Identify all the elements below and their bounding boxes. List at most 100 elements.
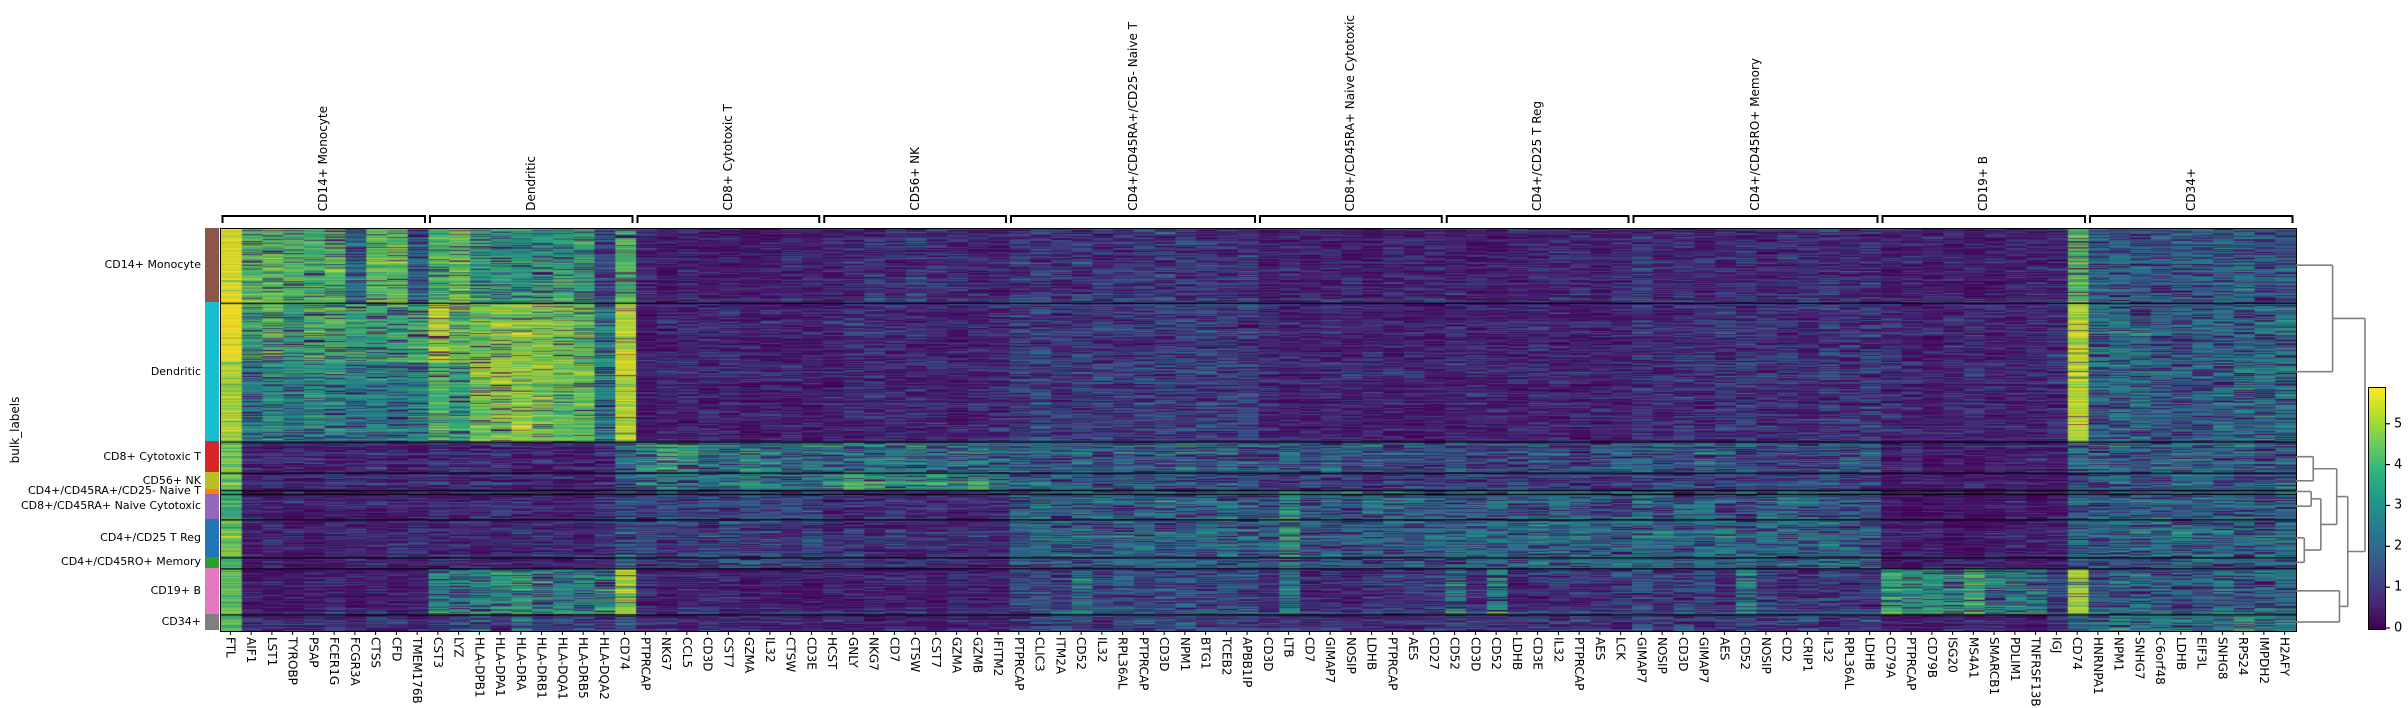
gene-label: TYROBP [285, 637, 300, 685]
gene-label: LDHB [1509, 637, 1524, 671]
gene-group-label-text: CD14+ Monocyte [316, 105, 331, 211]
row-color-7 [205, 556, 219, 568]
gene-group-bracket [823, 215, 1007, 223]
gene-group-label: Dendritic [523, 0, 539, 211]
gene-label: CTSW [783, 637, 798, 673]
gene-group-bracket [1010, 215, 1256, 223]
gene-label: CFD [389, 637, 404, 662]
gene-label: CD52 [1447, 637, 1462, 670]
gene-label: IL32 [762, 637, 777, 663]
gene-label: IL32 [1551, 637, 1566, 663]
gene-label: HLA-DQA1 [555, 637, 570, 700]
gene-group-label: CD56+ NK [907, 0, 923, 211]
row-dendrogram [2296, 264, 2366, 623]
gene-label: HLA-DRB5 [576, 637, 591, 699]
gene-label: AES [1406, 637, 1421, 661]
gene-label: IL32 [1094, 637, 1109, 663]
colorbar-tick-label: 1 [2394, 579, 2403, 595]
gene-label: IGJ [2049, 637, 2064, 654]
gene-label: GZMA [742, 637, 757, 674]
gene-label: EIF3L [2194, 637, 2209, 670]
row-color-4 [205, 489, 219, 494]
colorbar-tick-label: 5 [2394, 416, 2403, 432]
row-label: Dendritic [150, 364, 201, 378]
row-color-3 [205, 472, 219, 490]
gene-label: NOSIP [1343, 637, 1358, 674]
row-label: CD4+/CD25 T Reg [100, 530, 201, 544]
colorbar-tick-label: 2 [2394, 538, 2403, 554]
gene-label: GIMAP7 [1634, 637, 1649, 684]
gene-label: CD74 [2070, 637, 2085, 670]
gene-label: LTB [1281, 637, 1296, 658]
gene-group-bracket [636, 215, 821, 223]
gene-label: GNLY [845, 637, 860, 668]
gene-label: CD3D [700, 637, 715, 672]
colorbar-gradient [2368, 387, 2386, 630]
gene-label: HLA-DPB1 [472, 637, 487, 698]
gene-label: RPL36AL [1115, 637, 1130, 690]
gene-label: MS4A1 [1966, 637, 1981, 679]
row-label: CD56+ NK [142, 473, 201, 487]
gene-label: CD7 [887, 637, 902, 663]
gene-label: PTPRCAP [638, 637, 653, 691]
gene-group-brackets [221, 215, 2294, 223]
gene-group-label-text: CD4+/CD25 T Reg [1530, 101, 1545, 211]
heatmap-canvas [220, 228, 2297, 632]
gene-label: RPS24 [2236, 637, 2251, 676]
gene-label: PTPRCAP [1136, 637, 1151, 691]
gene-label: NOSIP [1758, 637, 1773, 674]
gene-label: CTSW [908, 637, 923, 673]
gene-group-bracket [221, 215, 426, 223]
row-color-2 [205, 441, 219, 473]
gene-label: AES [1592, 637, 1607, 661]
gene-label: HNRNPA1 [2090, 637, 2105, 695]
gene-label: APBB1IP [1240, 637, 1255, 688]
row-label: CD4+/CD45RO+ Memory [61, 555, 201, 569]
gene-label: IL32 [1821, 637, 1836, 663]
row-color-6 [205, 518, 219, 557]
gene-group-label: CD8+/CD45RA+ Naive Cytotoxic [1343, 0, 1359, 211]
gene-label: CST3 [430, 637, 445, 668]
gene-group-bracket [1881, 215, 2086, 223]
gene-label: PDLIM1 [2007, 637, 2022, 682]
gene-label: CTSS [368, 637, 383, 668]
gene-group-label-text: CD19+ B [1976, 156, 1991, 211]
gene-label: LST1 [264, 637, 279, 667]
gene-label: GIMAP7 [1323, 637, 1338, 684]
gene-group-label: CD14+ Monocyte [316, 0, 332, 211]
gene-label: CD7 [1302, 637, 1317, 663]
gene-group-label-text: CD34+ [2183, 168, 2198, 211]
gene-group-label: CD4+/CD45RA+/CD25- Naive T [1125, 0, 1141, 211]
row-color-0 [205, 228, 219, 303]
gene-label: PTPRCAP [1385, 637, 1400, 691]
gene-group-bracket [2089, 215, 2294, 223]
gene-group-label: CD8+ Cytotoxic T [720, 0, 736, 211]
gene-label: FCER1G [327, 637, 342, 686]
gene-label: CD3D [1260, 637, 1275, 672]
gene-label: PTPRCAP [1904, 637, 1919, 691]
gene-label: GZMB [970, 637, 985, 674]
gene-label: CST7 [928, 637, 943, 668]
gene-group-bracket [1445, 215, 1630, 223]
gene-label: GZMA [949, 637, 964, 674]
gene-group-label-text: CD4+/CD45RA+/CD25- Naive T [1125, 22, 1140, 211]
gene-group-bracket [1259, 215, 1443, 223]
gene-group-label: CD19+ B [1976, 0, 1992, 211]
gene-label: HCST [825, 637, 840, 670]
gene-group-label: CD4+/CD45RO+ Memory [1748, 0, 1764, 211]
gene-label: CD27 [1426, 637, 1441, 670]
gene-label: PTPRCAP [1011, 637, 1026, 691]
gene-label: CD3E [1530, 637, 1545, 670]
gene-label: CLIC3 [1032, 637, 1047, 672]
gene-label: LDHB [1364, 637, 1379, 671]
gene-label: HLA-DPA1 [493, 637, 508, 697]
gene-label: NOSIP [1655, 637, 1670, 674]
gene-label: SNHG7 [2132, 637, 2147, 680]
gene-label: CD2 [1779, 637, 1794, 663]
row-label: CD19+ B [150, 583, 201, 597]
gene-label: CRIP1 [1800, 637, 1815, 673]
gene-label: CD79A [1883, 637, 1898, 679]
gene-label: CD3D [1675, 637, 1690, 672]
gene-label: CCL5 [679, 637, 694, 669]
